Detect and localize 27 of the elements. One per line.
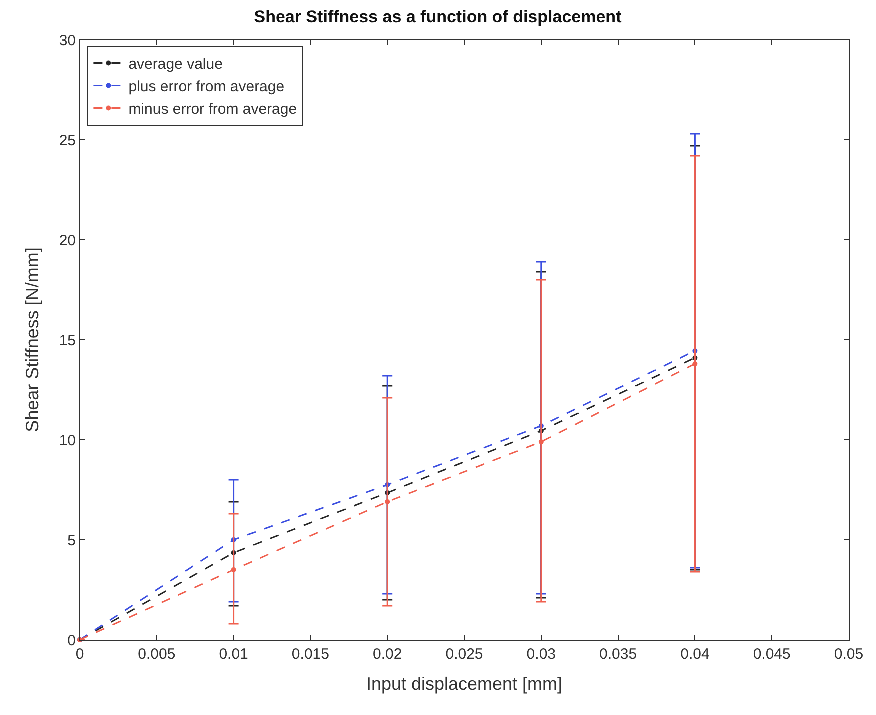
legend-label: average value bbox=[128, 56, 223, 74]
y-tick-label: 0 bbox=[68, 632, 76, 650]
x-tick-label: 0.04 bbox=[680, 646, 710, 663]
x-tick-label: 0.035 bbox=[600, 646, 638, 663]
point bbox=[538, 440, 544, 444]
y-tick-label: 20 bbox=[59, 232, 76, 250]
legend-label: minus error from average bbox=[128, 101, 298, 118]
legend-label: plus error from average bbox=[128, 78, 285, 96]
point bbox=[231, 568, 236, 572]
chart-title: Shear Stiffness as a function of displacement bbox=[254, 8, 622, 27]
y-axis-title: Shear Stiffness [N/mm] bbox=[22, 248, 43, 432]
y-tick-label: 25 bbox=[59, 132, 76, 150]
x-tick-label: 0.015 bbox=[292, 646, 330, 663]
y-tick-label: 10 bbox=[59, 432, 76, 450]
y-tick-label: 15 bbox=[59, 332, 76, 350]
y-tick-label: 30 bbox=[59, 32, 76, 50]
x-tick-label: 0.045 bbox=[753, 646, 791, 663]
point bbox=[692, 362, 698, 366]
point bbox=[385, 500, 390, 504]
x-tick-label: 0.01 bbox=[219, 646, 248, 663]
x-tick-label: 0.05 bbox=[834, 646, 864, 663]
x-tick-label: 0.03 bbox=[526, 646, 556, 663]
x-tick-label: 0.005 bbox=[138, 646, 176, 663]
y-tick-label: 5 bbox=[68, 532, 76, 550]
x-axis-title: Input displacement [mm] bbox=[366, 674, 563, 694]
x-tick-label: 0.02 bbox=[373, 646, 402, 663]
x-tick-label: 0.025 bbox=[446, 646, 484, 663]
